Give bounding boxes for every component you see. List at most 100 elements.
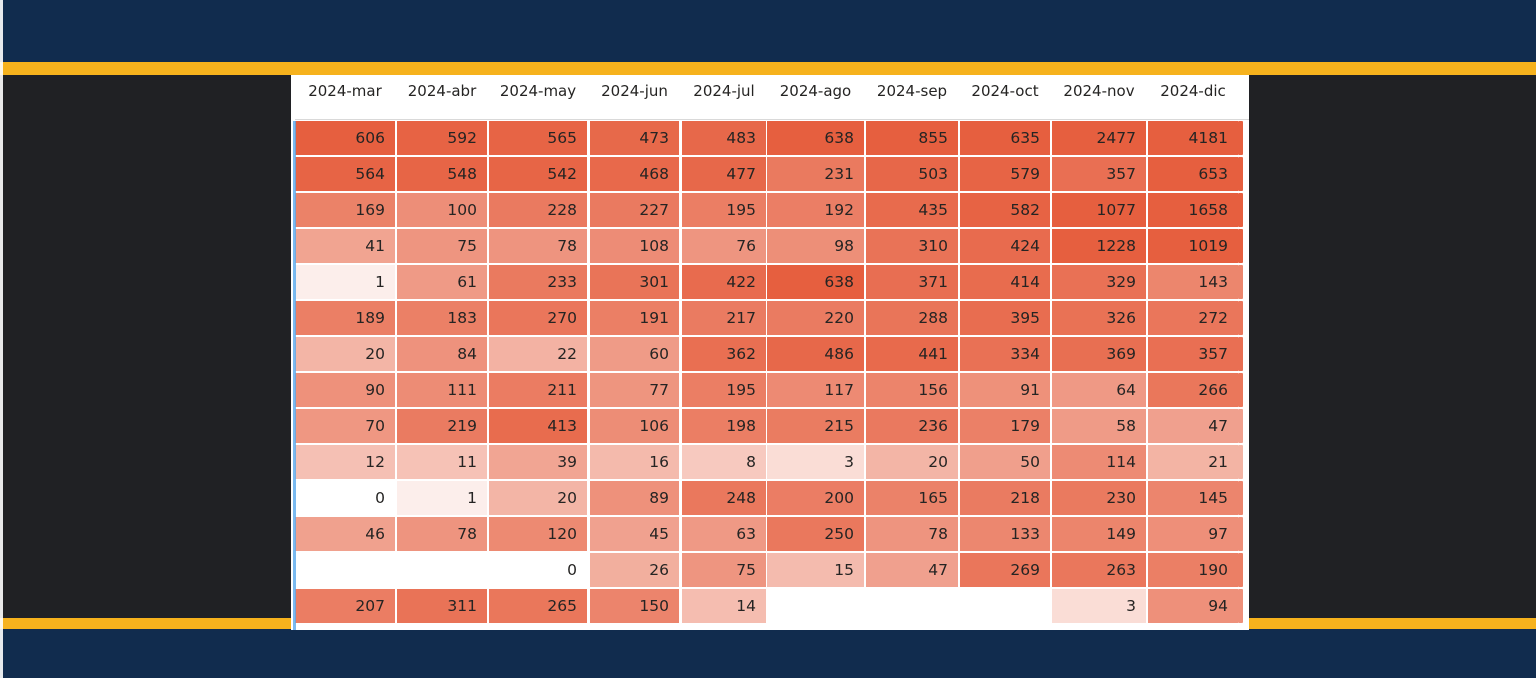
heatmap-cell-r2-c7[interactable]: 503 xyxy=(866,157,958,191)
heatmap-cell-r5-c1[interactable]: 1 xyxy=(295,265,395,299)
heatmap-cell-r7-c9[interactable]: 369 xyxy=(1052,337,1146,371)
heatmap-cell-r13-c6[interactable]: 15 xyxy=(767,553,864,587)
heatmap-cell-r5-c2[interactable]: 61 xyxy=(397,265,487,299)
heatmap-cell-r11-c1[interactable]: 0 xyxy=(295,481,395,515)
heatmap-cell-r13-c9[interactable]: 263 xyxy=(1052,553,1146,587)
heatmap-cell-r8-c3[interactable]: 211 xyxy=(489,373,587,407)
heatmap-cell-r6-c6[interactable]: 220 xyxy=(767,301,864,335)
column-header-2024-oct[interactable]: 2024-oct xyxy=(971,82,1039,100)
column-header-2024-abr[interactable]: 2024-abr xyxy=(407,82,477,100)
heatmap-cell-r9-c1[interactable]: 70 xyxy=(295,409,395,443)
heatmap-cell-r14-c4[interactable]: 150 xyxy=(590,589,679,623)
heatmap-cell-r2-c3[interactable]: 542 xyxy=(489,157,587,191)
heatmap-cell-r4-c8[interactable]: 424 xyxy=(960,229,1050,263)
heatmap-cell-r8-c5[interactable]: 195 xyxy=(682,373,766,407)
heatmap-cell-r6-c7[interactable]: 288 xyxy=(866,301,958,335)
heatmap-cell-r5-c9[interactable]: 329 xyxy=(1052,265,1146,299)
heatmap-cell-r7-c6[interactable]: 486 xyxy=(767,337,864,371)
heatmap-cell-r12-c6[interactable]: 250 xyxy=(767,517,864,551)
heatmap-cell-r8-c8[interactable]: 91 xyxy=(960,373,1050,407)
heatmap-cell-r11-c8[interactable]: 218 xyxy=(960,481,1050,515)
heatmap-cell-r4-c5[interactable]: 76 xyxy=(682,229,766,263)
heatmap-cell-r7-c1[interactable]: 20 xyxy=(295,337,395,371)
heatmap-cell-r3-c9[interactable]: 1077 xyxy=(1052,193,1146,227)
heatmap-cell-r13-c10[interactable]: 190 xyxy=(1148,553,1238,587)
heatmap-cell-r4-c4[interactable]: 108 xyxy=(590,229,679,263)
heatmap-cell-r2-c4[interactable]: 468 xyxy=(590,157,679,191)
column-header-2024-jul[interactable]: 2024-jul xyxy=(693,82,755,100)
heatmap-cell-r12-c5[interactable]: 63 xyxy=(682,517,766,551)
heatmap-cell-r13-c8[interactable]: 269 xyxy=(960,553,1050,587)
heatmap-cell-r3-c7[interactable]: 435 xyxy=(866,193,958,227)
heatmap-cell-r1-c8[interactable]: 635 xyxy=(960,121,1050,155)
column-header-2024-jun[interactable]: 2024-jun xyxy=(601,82,668,100)
heatmap-cell-r13-c5[interactable]: 75 xyxy=(682,553,766,587)
heatmap-cell-r12-c7[interactable]: 78 xyxy=(866,517,958,551)
heatmap-cell-r9-c8[interactable]: 179 xyxy=(960,409,1050,443)
heatmap-cell-r11-c3[interactable]: 20 xyxy=(489,481,587,515)
heatmap-cell-r9-c9[interactable]: 58 xyxy=(1052,409,1146,443)
heatmap-cell-r2-c5[interactable]: 477 xyxy=(682,157,766,191)
heatmap-cell-r7-c10[interactable]: 357 xyxy=(1148,337,1238,371)
heatmap-cell-r1-c3[interactable]: 565 xyxy=(489,121,587,155)
heatmap-cell-r6-c5[interactable]: 217 xyxy=(682,301,766,335)
heatmap-cell-r1-c7[interactable]: 855 xyxy=(866,121,958,155)
heatmap-cell-r1-c10[interactable]: 4181 xyxy=(1148,121,1238,155)
heatmap-cell-r3-c2[interactable]: 100 xyxy=(397,193,487,227)
heatmap-cell-r13-c7[interactable]: 47 xyxy=(866,553,958,587)
heatmap-cell-r14-c8[interactable] xyxy=(960,589,1050,623)
heatmap-cell-r5-c6[interactable]: 638 xyxy=(767,265,864,299)
column-header-2024-ago[interactable]: 2024-ago xyxy=(779,82,852,100)
heatmap-cell-r4-c10[interactable]: 1019 xyxy=(1148,229,1238,263)
heatmap-cell-r9-c5[interactable]: 198 xyxy=(682,409,766,443)
heatmap-cell-r2-c10[interactable]: 653 xyxy=(1148,157,1238,191)
heatmap-cell-r13-c2[interactable] xyxy=(397,553,487,587)
column-header-2024-nov[interactable]: 2024-nov xyxy=(1063,82,1135,100)
heatmap-cell-r10-c4[interactable]: 16 xyxy=(590,445,679,479)
heatmap-cell-r14-c3[interactable]: 265 xyxy=(489,589,587,623)
heatmap-cell-r5-c4[interactable]: 301 xyxy=(590,265,679,299)
heatmap-cell-r12-c10[interactable]: 97 xyxy=(1148,517,1238,551)
heatmap-cell-r11-c9[interactable]: 230 xyxy=(1052,481,1146,515)
heatmap-cell-r3-c1[interactable]: 169 xyxy=(295,193,395,227)
column-header-2024-may[interactable]: 2024-may xyxy=(499,82,577,100)
heatmap-cell-r9-c3[interactable]: 413 xyxy=(489,409,587,443)
heatmap-cell-r6-c9[interactable]: 326 xyxy=(1052,301,1146,335)
heatmap-cell-r12-c4[interactable]: 45 xyxy=(590,517,679,551)
heatmap-cell-r8-c2[interactable]: 111 xyxy=(397,373,487,407)
heatmap-cell-r5-c8[interactable]: 414 xyxy=(960,265,1050,299)
heatmap-cell-r1-c5[interactable]: 483 xyxy=(682,121,766,155)
heatmap-cell-r11-c6[interactable]: 200 xyxy=(767,481,864,515)
heatmap-cell-r14-c6[interactable] xyxy=(767,589,864,623)
heatmap-cell-r5-c7[interactable]: 371 xyxy=(866,265,958,299)
heatmap-cell-r6-c8[interactable]: 395 xyxy=(960,301,1050,335)
heatmap-cell-r14-c1[interactable]: 207 xyxy=(295,589,395,623)
heatmap-cell-r7-c3[interactable]: 22 xyxy=(489,337,587,371)
heatmap-cell-r3-c10[interactable]: 1658 xyxy=(1148,193,1238,227)
heatmap-cell-r6-c4[interactable]: 191 xyxy=(590,301,679,335)
heatmap-cell-r7-c2[interactable]: 84 xyxy=(397,337,487,371)
heatmap-cell-r1-c1[interactable]: 606 xyxy=(295,121,395,155)
column-header-2024-mar[interactable]: 2024-mar xyxy=(308,82,382,100)
heatmap-cell-r8-c7[interactable]: 156 xyxy=(866,373,958,407)
heatmap-cell-r5-c5[interactable]: 422 xyxy=(682,265,766,299)
heatmap-cell-r11-c5[interactable]: 248 xyxy=(682,481,766,515)
heatmap-cell-r11-c10[interactable]: 145 xyxy=(1148,481,1238,515)
heatmap-cell-r10-c6[interactable]: 3 xyxy=(767,445,864,479)
heatmap-cell-r4-c2[interactable]: 75 xyxy=(397,229,487,263)
heatmap-cell-r2-c9[interactable]: 357 xyxy=(1052,157,1146,191)
heatmap-cell-r14-c2[interactable]: 311 xyxy=(397,589,487,623)
heatmap-cell-r11-c7[interactable]: 165 xyxy=(866,481,958,515)
heatmap-cell-r1-c6[interactable]: 638 xyxy=(767,121,864,155)
heatmap-cell-r3-c5[interactable]: 195 xyxy=(682,193,766,227)
heatmap-cell-r12-c9[interactable]: 149 xyxy=(1052,517,1146,551)
heatmap-cell-r2-c8[interactable]: 579 xyxy=(960,157,1050,191)
heatmap-cell-r6-c3[interactable]: 270 xyxy=(489,301,587,335)
heatmap-cell-r12-c3[interactable]: 120 xyxy=(489,517,587,551)
heatmap-cell-r8-c4[interactable]: 77 xyxy=(590,373,679,407)
heatmap-cell-r13-c1[interactable] xyxy=(295,553,395,587)
heatmap-cell-r9-c7[interactable]: 236 xyxy=(866,409,958,443)
column-header-2024-sep[interactable]: 2024-sep xyxy=(876,82,948,100)
heatmap-cell-r13-c3[interactable]: 0 xyxy=(489,553,587,587)
heatmap-cell-r8-c9[interactable]: 64 xyxy=(1052,373,1146,407)
